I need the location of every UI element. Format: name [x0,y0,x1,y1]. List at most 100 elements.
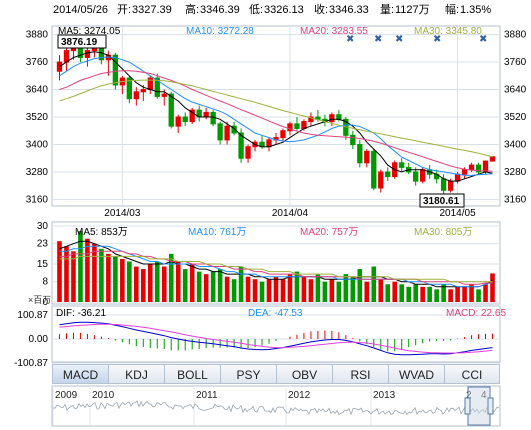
volume-bar [134,266,139,302]
volume-bar [385,284,391,302]
candle-body [378,171,384,189]
volume-legend-item: MA20: 757万 [300,227,358,238]
volume-bar [147,264,153,302]
price-y-tick-label-right: 3160 [504,194,527,205]
timeline-selection-window[interactable] [467,386,491,426]
volume-bar [245,276,251,302]
candle-body [336,114,342,120]
price-y-axis-left: 3880 3760 3640 3520 3400 3280 3160 [26,30,49,206]
event-marker-icon[interactable]: ✖ [433,34,441,45]
tab-psy[interactable]: PSY [220,364,277,384]
header-close: 3346.33 [329,4,369,16]
timeline-year-label: 2013 [373,390,396,401]
timeline-right-handle[interactable] [487,397,494,415]
volume-y-axis: 30 23 15 8 0 [37,221,49,308]
volume-bar [420,286,425,302]
event-marker-icon[interactable]: ✖ [346,34,354,45]
macd-y-axis: 100.87 0.00 -100.87 [14,310,48,369]
candle-body [371,150,377,189]
volume-bar [469,284,474,302]
candle-body [461,169,468,175]
macd-legend-dif: DIF: -36.21 [56,308,106,319]
volume-bar [113,256,118,302]
volume-bar [448,289,453,302]
candle-body [489,156,496,162]
event-marker-icon[interactable]: ✖ [374,34,382,45]
candle-body [63,50,70,63]
candle-body [56,61,63,72]
header-high-label: 高: [185,2,199,16]
header-low: 3326.13 [264,4,304,16]
candle-body [203,111,209,118]
macd-y-tick-label: 100.87 [17,310,48,321]
macd-dif-line [59,321,493,356]
volume-bar [322,281,328,302]
timeline-year-label: 2012 [288,390,311,401]
max-annotation: 3876.19 [57,34,107,49]
event-marker-icon[interactable]: ✖ [479,34,487,45]
candle-body [454,173,461,182]
volume-bar [441,284,446,302]
volume-legend: MA5: 853万 MA10: 761万 MA20: 757万 MA30: 805万 [75,227,472,238]
price-y-tick-label: 3160 [26,194,49,205]
candle-body [329,114,335,123]
candle-body [475,164,482,173]
volume-bar [140,269,146,302]
volume-bar [427,286,432,302]
volume-bar [476,289,481,302]
candle-body [266,139,272,148]
tab-boll[interactable]: BOLL [164,364,221,384]
volume-bar [434,289,439,302]
macd-legend-dea: DEA: -47.53 [248,308,303,319]
candle-body [133,91,139,100]
volume-bar [357,269,363,302]
price-legend: MA5: 3274.05 MA10: 3272.28 MA20: 3283.55 MA… [58,26,482,37]
header-change-label: 幅: [445,3,459,16]
candle-body [245,146,251,159]
volume-bar [71,251,76,302]
volume-bars [57,231,495,302]
volume-bar [406,286,412,302]
volume-bar [308,279,314,302]
volume-bar [161,266,167,302]
tab-macd[interactable]: MACD [52,364,109,384]
volume-bar [231,279,237,302]
header-volume: 1127万 [395,4,430,16]
price-y-tick-label-right: 3520 [504,112,527,123]
tab-kdj[interactable]: KDJ [108,364,165,384]
volume-bar [182,269,188,302]
timeline-year-label: 2011 [196,390,218,401]
candle-body [399,162,405,168]
candle-body [294,123,300,129]
price-y-tick-label: 3280 [26,167,49,178]
price-y-tick-label: 3520 [26,112,49,123]
candle-body [175,116,181,127]
volume-bar [210,271,216,302]
header-open-label: 开: [117,4,131,16]
tab-cci[interactable]: CCI [444,364,500,384]
price-y-tick-label-right: 3280 [504,167,527,178]
timeline-left-handle[interactable] [464,397,471,415]
tab-wvad[interactable]: WVAD [388,364,445,384]
volume-bar [329,279,335,302]
event-markers: ✖ ✖ ✖ ✖ ✖ [346,34,487,45]
candle-body [420,169,426,182]
volume-bar [196,271,202,302]
price-x-axis-labels: 2014/03 2014/04 2014/05 [104,208,476,219]
volume-bar [399,284,405,302]
volume-bar [259,281,265,302]
candle-body [468,164,475,171]
price-y-tick-label-right: 3400 [504,139,527,150]
event-marker-icon[interactable]: ✖ [395,34,403,45]
timeline-panel[interactable] [51,385,501,427]
volume-bar [462,286,467,302]
volume-bar [413,284,418,302]
volume-bar [336,281,342,302]
indicator-tab-bar: MACD KDJ BOLL PSY OBV RSI WVAD CCI [52,364,500,385]
tab-rsi[interactable]: RSI [332,364,389,384]
volume-ma-line [59,250,493,285]
candle-body [308,116,314,123]
volume-bar [168,253,174,302]
tab-obv[interactable]: OBV [276,364,333,384]
